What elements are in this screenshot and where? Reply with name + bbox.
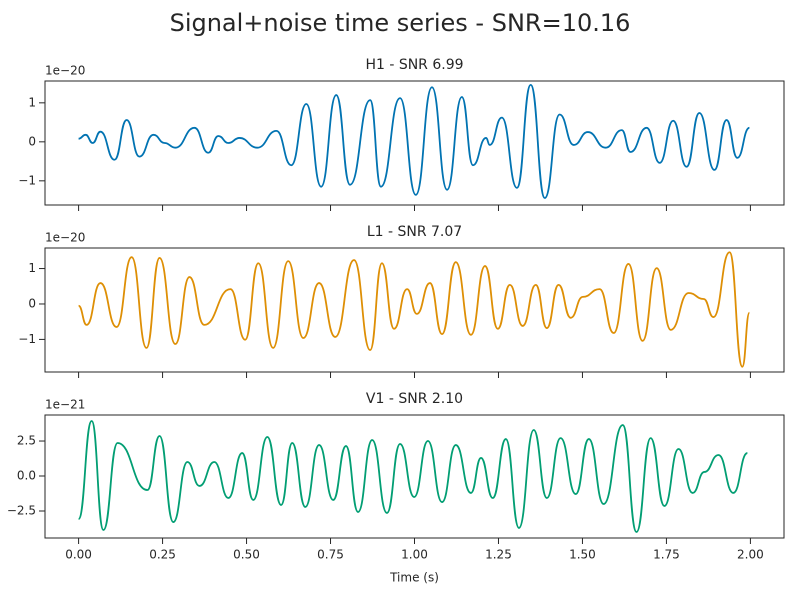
x-tick-label: 0.75 bbox=[317, 548, 344, 562]
x-tick-label: 1.75 bbox=[653, 548, 680, 562]
signal-line bbox=[78, 251, 751, 368]
offset-text: 1e−21 bbox=[45, 398, 85, 412]
x-axis-label: Time (s) bbox=[389, 571, 439, 585]
offset-text: 1e−20 bbox=[45, 231, 85, 245]
axes-frame bbox=[44, 247, 785, 373]
figure-title: Signal+noise time series - SNR=10.16 bbox=[170, 9, 631, 37]
subplot-title: H1 - SNR 6.99 bbox=[365, 57, 463, 73]
signal-line bbox=[77, 420, 748, 533]
y-tick-label: −1 bbox=[18, 332, 36, 346]
axes-frame bbox=[44, 80, 785, 206]
y-tick-label: 1 bbox=[28, 95, 36, 109]
x-tick-label: 1.50 bbox=[569, 548, 596, 562]
x-tick-label: 0.25 bbox=[149, 548, 176, 562]
y-tick-label: −1 bbox=[18, 173, 36, 187]
offset-text: 1e−20 bbox=[45, 64, 85, 78]
y-tick-label: 0.0 bbox=[17, 469, 36, 483]
y-tick-label: −2.5 bbox=[7, 503, 36, 517]
x-tick-label: 1.25 bbox=[485, 548, 512, 562]
y-tick-label: 2.5 bbox=[17, 434, 36, 448]
subplot-title: L1 - SNR 7.07 bbox=[367, 224, 462, 240]
x-tick-label: 0.50 bbox=[233, 548, 260, 562]
subplot-title: V1 - SNR 2.10 bbox=[366, 391, 463, 407]
x-tick-label: 0.00 bbox=[65, 548, 92, 562]
x-tick-label: 1.00 bbox=[401, 548, 428, 562]
y-tick-label: 0 bbox=[28, 296, 36, 310]
axes-frame bbox=[44, 414, 785, 539]
y-tick-label: 0 bbox=[28, 134, 36, 148]
signal-line bbox=[78, 83, 750, 199]
x-tick-label: 2.00 bbox=[737, 548, 764, 562]
y-tick-label: 1 bbox=[28, 261, 36, 275]
